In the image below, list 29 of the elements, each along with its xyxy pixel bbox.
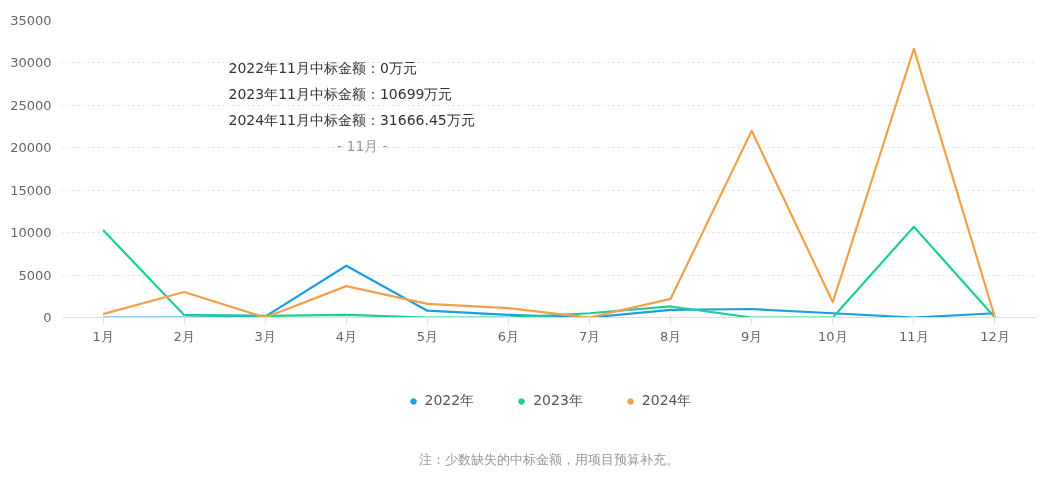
x-tick-label: 12月: [980, 328, 1010, 344]
x-tick-label: 8月: [659, 328, 682, 344]
annotation: 2022年11月中标金额：0万元: [228, 59, 417, 76]
y-tick-label: 0: [43, 310, 52, 325]
x-tick-label: 5月: [416, 328, 439, 344]
y-tick-label: 10000: [10, 225, 52, 241]
x-tick-label: 4月: [335, 328, 357, 344]
x-tick-label: 6月: [497, 328, 520, 344]
x-tick-label: 11月: [899, 328, 929, 344]
text: 注：少数缺失的中标金额，用项目预算补充。: [419, 451, 679, 467]
y-tick-label: 15000: [10, 182, 52, 198]
x-tick-label: 9月: [741, 328, 763, 344]
y-tick-label: 35000: [10, 13, 52, 28]
x-tick-label: 1月: [92, 328, 114, 344]
x-tick-label: 10月: [818, 328, 848, 344]
y-tick-label: 30000: [10, 55, 52, 71]
x-tick-label: 3月: [254, 328, 276, 344]
x-tick-label: 2月: [173, 328, 195, 344]
annotation: 2024年11月中标金额：31666.45万元: [228, 111, 475, 128]
line-series: [101, 47, 997, 318]
x-tick-label: 7月: [578, 328, 601, 344]
annotation: 2023年11月中标金额：10699万元: [228, 85, 453, 102]
legend-label: 2022年: [424, 392, 475, 410]
annotation: - 11月 -: [337, 137, 388, 154]
y-tick-label: 25000: [10, 97, 52, 113]
legend-label: 2024年: [641, 392, 692, 410]
legend-label: 2023年: [533, 392, 583, 410]
y-tick-label: 5000: [18, 267, 52, 283]
y-tick-label: 20000: [10, 140, 52, 156]
